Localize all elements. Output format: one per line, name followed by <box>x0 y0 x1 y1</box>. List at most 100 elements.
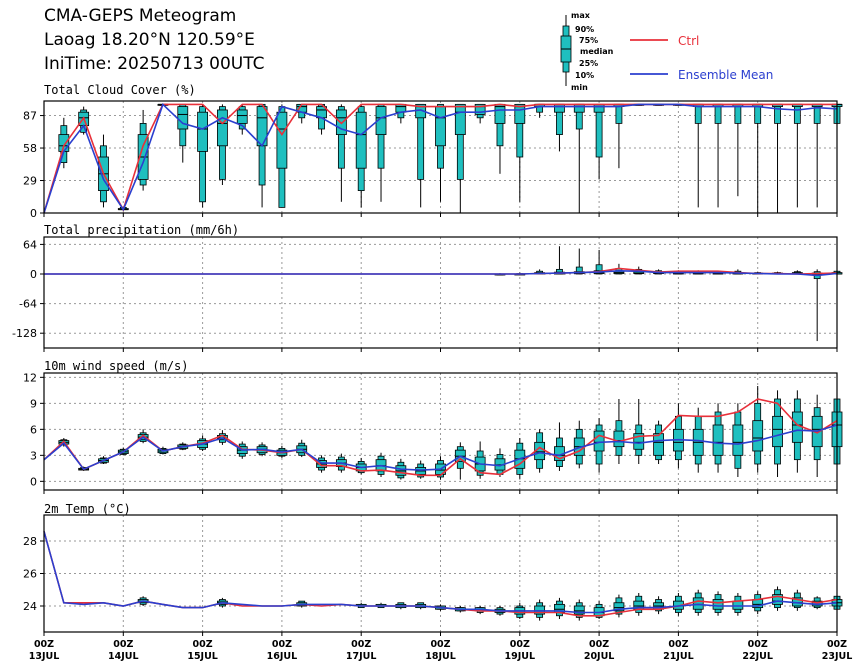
box-234 <box>811 394 823 477</box>
box-inner <box>712 599 724 610</box>
box-102 <box>375 452 387 477</box>
y-tick-label: 58 <box>23 142 37 155</box>
box-174 <box>613 103 625 169</box>
x-tick-label-bottom: 17JUL <box>346 651 377 662</box>
box-192 <box>673 403 684 469</box>
y-tick-label: 26 <box>23 568 37 581</box>
meteogram-title: CMA-GEPS Meteogram <box>44 6 237 26</box>
box-162 <box>573 599 585 621</box>
y-tick-label: 6 <box>30 423 37 436</box>
box-144 <box>514 103 526 202</box>
panel-title: Total precipitation (mm/6h) <box>44 223 239 237</box>
location-label: Laoag 18.20°N 120.59°E <box>44 30 255 50</box>
box-126 <box>454 103 466 213</box>
box-162 <box>573 103 585 213</box>
panel-title: 10m wind speed (m/s) <box>44 359 189 373</box>
box-114 <box>415 103 427 208</box>
box-78 <box>296 439 308 458</box>
box-162 <box>573 248 585 275</box>
box-inner <box>732 424 744 456</box>
panel-title: 2m Temp (°C) <box>44 502 131 516</box>
box-inner <box>613 430 625 448</box>
y-tick-label: 12 <box>23 371 37 384</box>
ensemble-mean-line <box>44 269 838 277</box>
box-inner <box>236 109 248 124</box>
box-inner <box>276 111 288 169</box>
x-tick-label-top: 00Z <box>351 639 371 650</box>
x-tick-label-top: 00Z <box>193 639 213 650</box>
box-inner <box>217 109 228 147</box>
box-inner <box>633 433 645 450</box>
box-174 <box>613 399 625 464</box>
box-60 <box>236 104 248 135</box>
x-tick-label-top: 00Z <box>272 639 292 650</box>
y-tick-label: 0 <box>30 207 37 220</box>
box-inner <box>435 106 446 147</box>
box-96 <box>355 104 367 208</box>
box-outer <box>337 106 345 169</box>
box-outer <box>774 103 781 124</box>
y-tick-label: 87 <box>23 110 37 123</box>
box-inner <box>474 103 486 115</box>
x-tick-label-top: 00Z <box>510 639 530 650</box>
x-tick-label-top: 00Z <box>34 639 54 650</box>
box-180 <box>633 593 645 616</box>
box-234 <box>811 269 823 342</box>
y-tick-label: -128 <box>12 327 37 340</box>
x-tick-label-bottom: 18JUL <box>425 651 456 662</box>
y-tick-label: 9 <box>30 397 37 410</box>
box-216 <box>752 386 764 473</box>
legend-box-label: max <box>571 11 591 20</box>
box-42 <box>177 103 189 163</box>
box-66 <box>256 103 268 208</box>
legend-box-label: median <box>580 47 614 56</box>
box-102 <box>375 602 387 609</box>
box-210 <box>732 593 744 616</box>
box-234 <box>811 103 823 208</box>
x-tick-label-bottom: 16JUL <box>267 651 298 662</box>
box-inner <box>613 602 625 612</box>
legend-ctrl-label: Ctrl <box>678 34 699 48</box>
box-inner <box>573 605 585 615</box>
box-186 <box>653 596 664 615</box>
legend-box-label: 90% <box>575 25 594 34</box>
x-tick-label-bottom: 22JUL <box>742 651 773 662</box>
panel-1: Total precipitation (mm/6h) -128 -64 0 64 <box>12 223 843 352</box>
panel-title: Total Cloud Cover (%) <box>44 83 196 97</box>
panel-frame <box>43 236 838 349</box>
y-tick-label: 0 <box>30 268 37 281</box>
box-inner <box>197 111 209 152</box>
x-tick-label-bottom: 19JUL <box>505 651 536 662</box>
box-inner <box>514 103 526 124</box>
box-156 <box>554 597 565 619</box>
box-inner <box>772 594 783 605</box>
panel-frame <box>43 100 838 214</box>
x-tick-label-bottom: 15JUL <box>187 651 218 662</box>
box-156 <box>554 246 565 275</box>
box-outer <box>575 266 583 275</box>
box-inner <box>692 597 704 610</box>
x-tick-label-top: 00Z <box>827 639 847 650</box>
box-inner <box>573 103 585 113</box>
box-inner <box>593 103 605 113</box>
box-204 <box>712 103 724 208</box>
box-216 <box>752 591 764 615</box>
ensemble-mean-line <box>43 102 838 214</box>
box-inner <box>177 106 189 130</box>
x-tick-label-top: 00Z <box>748 639 768 650</box>
box-228 <box>791 103 803 208</box>
box-outer <box>199 106 207 203</box>
x-tick-label-bottom: 21JUL <box>663 651 694 662</box>
legend-box-label: 75% <box>579 36 598 45</box>
box-162 <box>573 420 585 469</box>
panel-0: Total Cloud Cover (%) 0 29 58 87 <box>23 83 843 220</box>
box-54 <box>217 104 228 185</box>
box-174 <box>613 594 625 618</box>
box-222 <box>772 586 783 611</box>
x-tick-label-top: 00Z <box>113 639 133 650</box>
y-tick-label: 29 <box>23 175 37 188</box>
x-tick-label-bottom: 14JUL <box>108 651 139 662</box>
box-198 <box>692 103 704 208</box>
y-tick-label: 3 <box>30 449 37 462</box>
